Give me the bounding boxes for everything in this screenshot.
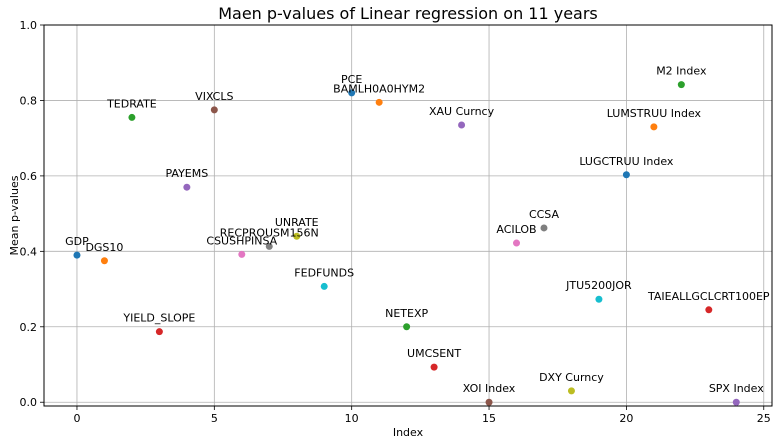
data-point (403, 323, 411, 331)
x-tick-label: 20 (619, 412, 633, 425)
data-point (183, 183, 191, 191)
y-tick-label: 0.8 (20, 94, 38, 107)
y-axis-label: Mean p-values (8, 175, 21, 255)
x-tick-label: 15 (482, 412, 496, 425)
point-label: CCSA (529, 208, 560, 221)
x-tick-label: 10 (345, 412, 359, 425)
data-point (238, 250, 246, 258)
data-point (73, 251, 81, 259)
point-label: PAYEMS (165, 167, 208, 180)
point-label: SPX Index (709, 382, 764, 395)
point-label: XOI Index (463, 382, 516, 395)
point-label: LUMSTRUU Index (607, 107, 702, 120)
data-point (430, 363, 438, 371)
data-point (100, 257, 108, 265)
data-point (622, 171, 630, 179)
point-label: BAMLH0A0HYM2 (333, 82, 425, 95)
point-label: DGS10 (85, 241, 123, 254)
data-point (677, 81, 685, 89)
y-tick-label: 0.4 (20, 245, 38, 258)
point-label: UMCSENT (407, 347, 461, 360)
data-point (128, 113, 136, 121)
data-point (458, 121, 466, 129)
point-label: NETEXP (385, 307, 428, 320)
x-tick-label: 25 (757, 412, 771, 425)
y-tick-label: 0.6 (20, 170, 38, 183)
axis-ticks: 0 5 10 15 20 25 0.0 0.2 0.4 0.6 0.8 1.0 (20, 19, 771, 425)
data-point (540, 224, 548, 232)
chart-title: Maen p-values of Linear regression on 11… (218, 4, 598, 23)
x-tick-label: 5 (211, 412, 218, 425)
data-point (513, 239, 521, 247)
data-point (375, 98, 383, 106)
data-point (265, 242, 273, 250)
point-label: CSUSHPINSA (206, 234, 277, 247)
point-label: FEDFUNDS (294, 266, 354, 279)
data-point (210, 106, 218, 114)
data-point (567, 387, 575, 395)
point-label: PCE (341, 73, 362, 86)
point-label: UNRATE (275, 216, 319, 229)
point-label: GDP (65, 235, 89, 248)
point-label: VIXCLS (195, 90, 233, 103)
point-label: LUGCTRUU Index (579, 155, 674, 168)
data-point (348, 89, 356, 97)
y-tick-label: 1.0 (20, 19, 38, 32)
data-point (485, 398, 493, 406)
data-point (320, 282, 328, 290)
data-point (293, 232, 301, 240)
point-label: TEDRATE (106, 97, 157, 110)
point-label: JTU5200JOR (565, 279, 632, 292)
x-tick-label: 0 (73, 412, 80, 425)
y-tick-label: 0.2 (20, 321, 38, 334)
point-label: M2 Index (656, 65, 707, 78)
point-label: YIELD_SLOPE (122, 312, 195, 325)
point-label: TAIEALLGCLCRT100EP (647, 290, 770, 303)
point-label: DXY Curncy (539, 371, 604, 384)
point-label: ACILOB (496, 223, 536, 236)
point-label: RECPROUSM156N (220, 226, 319, 239)
data-point (155, 328, 163, 336)
plot-area (43, 24, 773, 407)
data-point (705, 306, 713, 314)
data-points (73, 81, 740, 406)
y-tick-label: 0.0 (20, 396, 38, 409)
x-axis-label: Index (393, 426, 424, 439)
point-label: XAU Curncy (429, 105, 495, 118)
data-point (650, 123, 658, 131)
data-point (595, 295, 603, 303)
data-point (732, 398, 740, 406)
